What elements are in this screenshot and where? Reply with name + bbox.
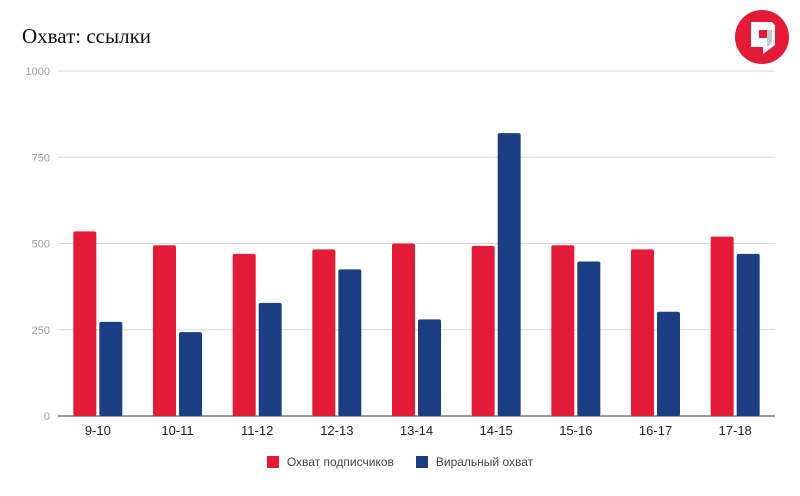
y-tick-label: 500 (32, 239, 50, 251)
bar-subscribers (73, 231, 97, 416)
bars (73, 133, 760, 416)
bar-subscribers (232, 253, 256, 416)
chart-legend: Охват подписчиков Виральный охват (0, 455, 800, 469)
legend-label-viral: Виральный охват (435, 455, 534, 469)
x-tick-label: 15-16 (559, 423, 592, 438)
bar-viral (179, 332, 202, 416)
y-tick-label: 0 (44, 411, 50, 423)
grid-lines (58, 70, 775, 417)
x-tick-label: 9-10 (85, 423, 111, 438)
red-circle-logo-icon (735, 10, 789, 64)
bar-viral (736, 253, 760, 416)
x-tick-label: 17-18 (719, 423, 752, 438)
x-tick-label: 12-13 (320, 423, 353, 438)
bar-subscribers (153, 245, 176, 416)
bar-subscribers (392, 243, 415, 416)
bar-subscribers (312, 249, 336, 416)
legend-item-viral[interactable]: Виральный охват (415, 455, 534, 469)
bar-viral (657, 311, 680, 416)
bar-viral (577, 261, 601, 416)
y-axis: 0 250 500 750 1000 (26, 66, 50, 423)
x-axis: 9-10 10-11 11-12 12-13 13-14 14-15 15-16 16-17 1… (85, 423, 752, 438)
x-tick-label: 13-14 (400, 423, 433, 438)
x-tick-label: 10-11 (161, 423, 193, 438)
legend-swatch-viral (415, 456, 428, 468)
bar-viral (497, 133, 521, 416)
legend-label-subscribers: Охват подписчиков (286, 455, 394, 469)
y-tick-label: 250 (32, 325, 50, 337)
bar-viral (338, 269, 362, 416)
bar-subscribers (471, 245, 495, 416)
legend-item-subscribers[interactable]: Охват подписчиков (266, 455, 394, 469)
x-tick-label: 16-17 (639, 423, 672, 438)
chart-title: Охват: ссылки (22, 24, 152, 48)
bar-subscribers (551, 245, 575, 416)
x-tick-label: 11-12 (241, 423, 273, 438)
y-tick-label: 1000 (26, 66, 50, 78)
y-tick-label: 750 (32, 152, 50, 164)
bar-subscribers (710, 236, 734, 416)
bar-subscribers (631, 249, 654, 416)
bar-viral (99, 321, 123, 416)
x-tick-label: 14-15 (480, 423, 513, 438)
bar-viral (258, 302, 282, 416)
bar-viral (418, 319, 441, 416)
legend-swatch-subscribers (266, 456, 279, 468)
